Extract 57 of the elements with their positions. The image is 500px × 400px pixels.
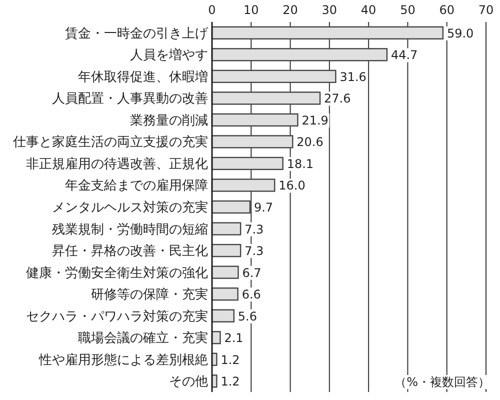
y-tick-label: 人員配置・人事異動の改善: [52, 90, 208, 107]
bar: [211, 70, 336, 83]
y-tick-label: 研修等の保障・充実: [91, 286, 208, 303]
x-tick-label: 20: [282, 3, 298, 17]
data-label: 21.9: [302, 113, 328, 128]
bar: [211, 92, 321, 105]
data-label: 1.2: [220, 374, 240, 389]
y-tick-label: 賃金・一時金の引き上げ: [65, 26, 209, 42]
x-tick-label: 40: [360, 3, 376, 17]
x-tick-label: 50: [400, 3, 416, 17]
y-tick-label: 昇任・昇格の改善・民主化: [52, 243, 208, 260]
bar: [211, 309, 235, 322]
data-label: 27.6: [324, 92, 351, 106]
y-tick-label: その他: [169, 374, 208, 390]
bar: [211, 135, 294, 148]
bar: [211, 48, 388, 62]
data-label: 7.3: [244, 244, 264, 258]
y-tick-label: 年休取得促進、休暇増: [78, 68, 208, 85]
data-label: 2.1: [224, 331, 244, 346]
y-tick-label: セクハラ・パワハラ対策の充実: [26, 308, 208, 324]
data-label: 6.6: [242, 288, 261, 302]
x-tick-label: 60: [439, 3, 454, 17]
x-tick-label: 30: [322, 3, 338, 17]
data-label: 59.0: [446, 26, 474, 40]
y-tick-label: 健康・労働安全衛生対策の強化: [26, 264, 208, 281]
data-label: 7.3: [244, 222, 264, 236]
y-tick-label: メンタルヘルス対策の充実: [52, 200, 208, 216]
x-tick-label: 70: [478, 3, 494, 17]
y-tick-label: 性や雇用形態による差別根絶: [38, 352, 208, 368]
bar: [211, 266, 239, 279]
bar: [211, 26, 444, 40]
y-tick-label: 残業規制・労働時間の短縮: [52, 222, 208, 238]
data-label: 1.2: [220, 352, 240, 367]
y-tick-label: 仕事と家庭生活の両立支援の充実: [12, 134, 208, 150]
bar: [211, 156, 284, 170]
data-label: 18.1: [286, 156, 314, 171]
bar: [211, 222, 242, 236]
x-tick-label: 10: [244, 3, 259, 17]
y-tick-label: 非正規雇用の待遇改善、正規化: [26, 156, 208, 172]
bar: [211, 113, 298, 127]
bar: [211, 244, 242, 258]
bar: [211, 200, 251, 214]
data-label: 9.7: [254, 200, 274, 214]
data-label: 20.6: [296, 135, 324, 150]
bar: [211, 287, 238, 301]
bar: [211, 178, 276, 192]
data-label: 6.7: [242, 266, 262, 280]
y-tick-label: 年金支給までの雇用保障: [65, 178, 208, 194]
y-tick-label: 業務量の削減: [130, 113, 208, 128]
y-tick-label: 職場会議の確立・充実: [78, 330, 208, 346]
y-tick-label: 人員を増やす: [130, 47, 208, 64]
data-label: 16.0: [278, 178, 306, 193]
data-label: 31.6: [340, 70, 366, 84]
data-label: 5.6: [238, 309, 258, 324]
x-tick-label: 0: [208, 3, 216, 17]
annotation: （%・複数回答）: [394, 375, 490, 389]
data-label: 44.7: [390, 48, 418, 62]
